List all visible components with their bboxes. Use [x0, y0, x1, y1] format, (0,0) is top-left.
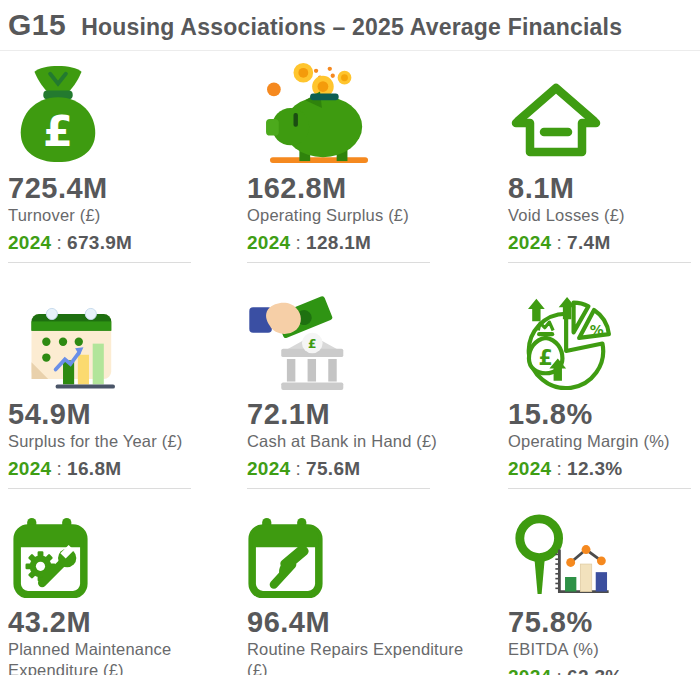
metric-value: 725.4M: [8, 173, 108, 203]
previous-year: 2024: [8, 458, 51, 479]
metrics-grid-row-3: 43.2M Planned Maintenance Expenditure (£…: [0, 507, 700, 675]
metric-card-turnover: £ 725.4M Turnover (£) 2024:673.9M: [8, 62, 247, 289]
metric-previous: 2024:673.9M: [8, 230, 132, 255]
separator: :: [295, 458, 301, 479]
metric-label: Surplus for the Year (£): [8, 431, 182, 452]
hand-cash-bank-icon: £: [249, 296, 353, 390]
metrics-grid-row-2: 54.9M Surplus for the Year (£) 2024:16.8…: [0, 289, 700, 507]
card-divider: [8, 488, 191, 489]
metric-label: Void Losses (£): [508, 205, 625, 226]
metric-label: Routine Repairs Expenditure (£): [247, 639, 465, 675]
house-icon: [508, 78, 604, 164]
card-divider: [508, 262, 691, 263]
metric-card-operating-margin: % £ 15.8% Operating Margin (%) 2024:12.3…: [508, 300, 700, 507]
svg-text:£: £: [43, 106, 73, 156]
metric-previous: 2024:16.8M: [8, 456, 121, 481]
pie-chart-money-bag-icon: % £: [514, 297, 622, 390]
previous-year: 2024: [508, 232, 551, 253]
previous-year: 2024: [508, 666, 551, 675]
previous-year: 2024: [8, 232, 51, 253]
metric-previous: 2024:128.1M: [247, 230, 371, 255]
metric-value: 162.8M: [247, 173, 347, 203]
calendar-wrench-gear-icon: [12, 518, 89, 598]
calendar-hammer-icon: [247, 518, 324, 598]
metric-card-void-losses: 8.1M Void Losses (£) 2024:7.4M: [508, 62, 700, 289]
metric-value: 43.2M: [8, 607, 91, 637]
previous-value: 12.3%: [567, 458, 622, 479]
svg-text:%: %: [590, 322, 604, 338]
previous-value: 7.4M: [567, 232, 610, 253]
metrics-grid-row-1: £ 725.4M Turnover (£) 2024:673.9M: [0, 51, 700, 289]
money-bag-icon: £: [14, 64, 102, 164]
separator: :: [295, 232, 301, 253]
separator: :: [56, 458, 62, 479]
metric-value: 96.4M: [247, 607, 330, 637]
separator: :: [556, 232, 562, 253]
metric-previous: 2024:7.4M: [508, 230, 611, 255]
magnifier-bar-chart-icon: [510, 514, 612, 598]
metric-value: 8.1M: [508, 173, 574, 203]
card-divider: [508, 488, 691, 489]
metric-value: 75.8%: [508, 607, 593, 637]
metric-card-routine-repairs: 96.4M Routine Repairs Expenditure (£) 20…: [247, 518, 508, 675]
metric-label: Planned Maintenance Expenditure (£): [8, 639, 200, 675]
svg-text:£: £: [539, 346, 553, 370]
svg-text:£: £: [308, 337, 317, 351]
page-title: Housing Associations – 2025 Average Fina…: [81, 14, 622, 41]
card-divider: [247, 262, 430, 263]
metric-label: EBITDA (%): [508, 639, 599, 660]
separator: :: [56, 232, 62, 253]
metric-label: Operating Surplus (£): [247, 205, 409, 226]
metric-previous: 2024:12.3%: [508, 456, 622, 481]
metric-label: Turnover (£): [8, 205, 101, 226]
metric-previous: 2024:62.3%: [508, 664, 622, 675]
previous-year: 2024: [247, 458, 290, 479]
header: G15 Housing Associations – 2025 Average …: [0, 0, 700, 51]
metric-card-operating-surplus: 162.8M Operating Surplus (£) 2024:128.1M: [247, 62, 508, 289]
calendar-growth-chart-icon: [24, 301, 128, 390]
metric-label: Cash at Bank in Hand (£): [247, 431, 437, 452]
previous-value: 673.9M: [67, 232, 132, 253]
previous-value: 62.3%: [567, 666, 622, 675]
metric-previous: 2024:75.6M: [247, 456, 360, 481]
previous-value: 75.6M: [306, 458, 360, 479]
card-divider: [8, 262, 191, 263]
separator: :: [556, 458, 562, 479]
metric-value: 72.1M: [247, 399, 330, 429]
metric-label: Operating Margin (%): [508, 431, 670, 452]
metric-card-cash-at-bank: £ 72.1M Cash at Bank in Hand (£) 2024:75…: [247, 300, 508, 507]
previous-value: 16.8M: [67, 458, 121, 479]
metric-card-planned-maintenance: 43.2M Planned Maintenance Expenditure (£…: [8, 518, 247, 675]
previous-value: 128.1M: [306, 232, 371, 253]
separator: :: [556, 666, 562, 675]
previous-year: 2024: [247, 232, 290, 253]
metric-card-ebitda: 75.8% EBITDA (%) 2024:62.3%: [508, 518, 700, 675]
metric-value: 54.9M: [8, 399, 91, 429]
metric-value: 15.8%: [508, 399, 593, 429]
piggy-bank-icon: [263, 62, 375, 164]
previous-year: 2024: [508, 458, 551, 479]
g15-logo: G15: [8, 8, 66, 42]
metric-card-surplus-year: 54.9M Surplus for the Year (£) 2024:16.8…: [8, 300, 247, 507]
card-divider: [247, 488, 430, 489]
